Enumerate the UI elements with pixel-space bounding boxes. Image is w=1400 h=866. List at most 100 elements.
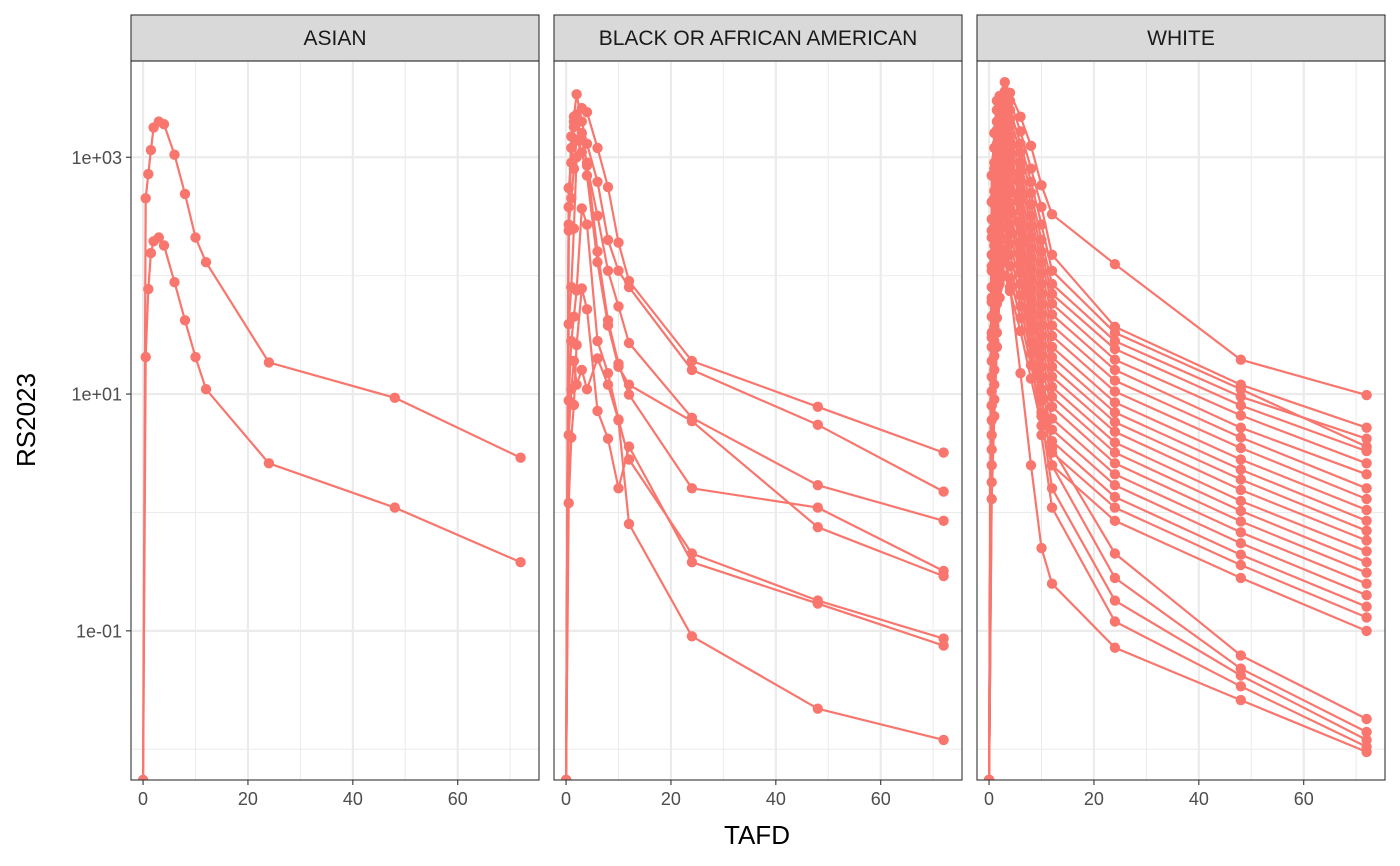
data-point bbox=[1109, 502, 1121, 513]
data-point bbox=[602, 379, 614, 390]
data-point bbox=[1361, 493, 1372, 505]
series-group-black-or-african-american bbox=[560, 89, 949, 780]
series-group-white bbox=[983, 77, 1372, 780]
data-point bbox=[1235, 454, 1247, 465]
data-point bbox=[1235, 559, 1247, 571]
data-point bbox=[999, 184, 1010, 196]
data-point bbox=[1361, 590, 1372, 601]
data-point bbox=[1361, 504, 1372, 516]
data-point bbox=[592, 353, 603, 364]
data-point bbox=[592, 142, 603, 154]
data-point bbox=[581, 107, 593, 118]
x-tick-label: 20 bbox=[1084, 789, 1104, 809]
data-point bbox=[1361, 389, 1372, 401]
data-point bbox=[571, 152, 582, 163]
data-point bbox=[576, 134, 587, 146]
data-point bbox=[1235, 384, 1247, 395]
data-point bbox=[1361, 578, 1372, 589]
data-point bbox=[515, 557, 526, 568]
data-point bbox=[169, 149, 180, 160]
data-point bbox=[1109, 480, 1121, 491]
data-point bbox=[999, 222, 1010, 233]
data-point bbox=[1235, 681, 1247, 692]
strip-black-or-african-american bbox=[553, 14, 963, 62]
data-point bbox=[581, 384, 593, 395]
x-tick-label: 60 bbox=[1294, 789, 1314, 809]
data-point bbox=[581, 219, 593, 230]
data-point bbox=[190, 351, 201, 363]
data-point bbox=[1109, 343, 1121, 355]
data-point bbox=[1235, 538, 1247, 549]
series-line-asian-2 bbox=[142, 236, 522, 780]
strip-asian bbox=[130, 14, 540, 62]
data-point bbox=[1109, 354, 1121, 365]
data-point bbox=[686, 631, 698, 642]
data-point bbox=[1361, 458, 1372, 469]
data-point bbox=[989, 257, 1000, 268]
series-line-black-or-african-american-5 bbox=[564, 138, 945, 780]
panel-white: WHITE bbox=[976, 14, 1386, 781]
data-point bbox=[1046, 578, 1058, 589]
data-point bbox=[991, 275, 1003, 287]
data-point bbox=[1235, 495, 1247, 507]
data-point bbox=[1025, 348, 1037, 359]
data-point bbox=[1109, 447, 1121, 458]
data-point bbox=[1235, 410, 1247, 421]
series-line-white-24 bbox=[987, 161, 1368, 780]
data-point bbox=[1235, 484, 1247, 496]
data-point bbox=[613, 358, 624, 369]
data-point bbox=[1109, 642, 1121, 653]
data-point bbox=[1235, 391, 1247, 402]
data-point bbox=[1109, 335, 1121, 347]
data-point bbox=[263, 458, 275, 469]
data-point bbox=[200, 257, 212, 268]
data-point bbox=[1361, 535, 1372, 546]
x-axis-title: TAFD bbox=[724, 820, 790, 850]
data-point bbox=[1015, 265, 1026, 276]
data-point bbox=[1235, 694, 1247, 706]
data-point bbox=[143, 168, 154, 180]
data-point bbox=[1109, 616, 1121, 627]
data-point bbox=[571, 339, 582, 351]
data-point bbox=[1361, 422, 1372, 433]
y-axis-title: RS2023 bbox=[11, 373, 41, 467]
data-point bbox=[999, 99, 1010, 110]
strip-label-black-or-african-american: BLACK OR AFRICAN AMERICAN bbox=[599, 27, 918, 50]
series-line-white-23 bbox=[987, 138, 1368, 780]
data-point bbox=[999, 160, 1010, 171]
data-point bbox=[989, 324, 1000, 335]
data-point bbox=[1109, 259, 1121, 270]
data-point bbox=[200, 384, 212, 395]
series-line-white-25 bbox=[987, 186, 1368, 780]
data-point bbox=[623, 389, 635, 400]
data-point bbox=[1235, 527, 1247, 538]
data-point bbox=[1015, 240, 1026, 251]
data-point bbox=[1235, 432, 1247, 443]
data-point bbox=[1046, 209, 1058, 220]
data-point bbox=[179, 315, 191, 326]
data-point bbox=[1235, 516, 1247, 527]
data-point bbox=[686, 355, 698, 367]
data-point bbox=[563, 318, 574, 330]
data-point bbox=[1361, 713, 1372, 725]
data-point bbox=[1235, 670, 1247, 681]
x-tick-label: 0 bbox=[561, 789, 571, 809]
data-point bbox=[576, 283, 587, 294]
data-point bbox=[1235, 422, 1247, 433]
data-point bbox=[576, 203, 587, 214]
x-tick-label: 0 bbox=[138, 789, 148, 809]
data-point bbox=[1004, 281, 1016, 293]
data-point bbox=[1361, 726, 1372, 738]
data-point bbox=[1109, 572, 1121, 584]
data-point bbox=[1235, 650, 1247, 661]
data-point bbox=[158, 240, 170, 251]
data-point bbox=[1015, 368, 1026, 379]
data-point bbox=[158, 119, 170, 130]
x-axis-black-or-african-american: 0 20 40 60 bbox=[561, 780, 891, 809]
gridlines bbox=[131, 61, 539, 780]
data-point bbox=[686, 557, 698, 568]
data-point bbox=[1109, 364, 1121, 376]
data-point bbox=[999, 233, 1010, 244]
y-axis: 1e-01 1e+01 1e+03 bbox=[71, 148, 131, 641]
